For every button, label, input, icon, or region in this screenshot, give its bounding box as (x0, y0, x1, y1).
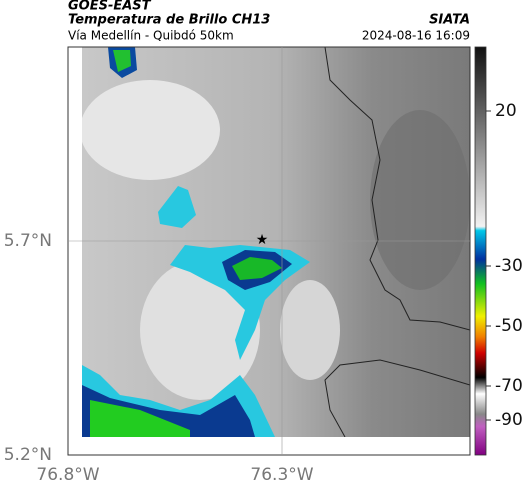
datetime: 2024-08-16 16:09 (362, 29, 470, 43)
subtitle: Temperatura de Brillo CH13 (68, 13, 270, 28)
colorbar-label: -30 (495, 256, 523, 276)
lat-label: 5.2°N (4, 445, 52, 465)
title: GOES-EAST (68, 0, 152, 14)
satellite-image (82, 47, 470, 437)
colorbar-label: 20 (495, 101, 517, 121)
map-frame (67, 46, 471, 456)
colorbar-label: -70 (495, 376, 523, 396)
lat-label: 5.7°N (4, 231, 52, 251)
source: SIATA (429, 13, 470, 28)
lon-label: 76.8°W (36, 465, 99, 485)
lon-label: 76.3°W (250, 465, 313, 485)
colorbar-ticks: 20 -30 -50 -70 -90 (486, 101, 523, 430)
colorbar-label: -50 (495, 316, 523, 336)
location-star: ★ (256, 232, 269, 248)
route: Vía Medellín - Quibdó 50km (68, 29, 234, 43)
colorbar (474, 46, 487, 456)
colorbar-label: -90 (495, 410, 523, 430)
